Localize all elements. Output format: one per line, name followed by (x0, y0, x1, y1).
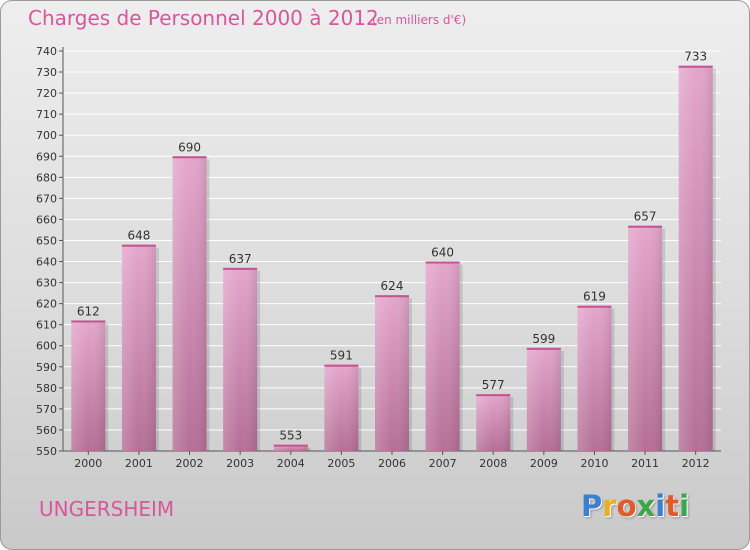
bar-shading (628, 225, 663, 451)
y-tick-label: 560 (36, 424, 57, 437)
y-tick-label: 700 (36, 129, 57, 142)
y-tick-label: 580 (36, 382, 57, 395)
y-tick-label: 600 (36, 340, 57, 353)
chart-title: Charges de Personnel 2000 à 2012 (28, 6, 379, 30)
y-tick-label: 640 (36, 256, 57, 269)
data-label-2001: 648 (127, 229, 150, 243)
bar-top-edge (121, 244, 156, 247)
x-tick-label-2000: 2000 (74, 457, 102, 470)
data-label-2002: 690 (178, 140, 201, 154)
bar-shading (678, 65, 713, 451)
logo-letter: P (581, 489, 603, 523)
data-label-2011: 657 (634, 210, 657, 224)
logo-letter: o (616, 489, 637, 523)
x-tick-label-2011: 2011 (631, 457, 659, 470)
bar-top-edge (223, 267, 258, 270)
x-tick-label-2012: 2012 (682, 457, 710, 470)
y-tick-label: 710 (36, 108, 57, 121)
data-label-2008: 577 (482, 378, 505, 392)
bar-top-edge (577, 305, 612, 308)
x-tick-label-2006: 2006 (378, 457, 406, 470)
x-tick-label-2002: 2002 (176, 457, 204, 470)
bar-top-edge (273, 444, 308, 447)
bar-top-edge (324, 364, 359, 367)
logo-letter: t (665, 489, 680, 523)
chart-subtitle: (en milliers d'€) (372, 13, 467, 27)
x-tick-label-2009: 2009 (530, 457, 558, 470)
y-tick-label: 680 (36, 171, 57, 184)
x-tick-label-2001: 2001 (125, 457, 153, 470)
logo-letter: i (655, 489, 666, 523)
y-tick-label: 550 (36, 445, 57, 458)
data-label-2000: 612 (77, 304, 100, 318)
bar-shading (375, 295, 409, 451)
data-label-2003: 637 (229, 252, 252, 266)
logo-letter: r (602, 489, 617, 523)
data-label-2009: 599 (532, 332, 555, 346)
bar-shading (526, 347, 561, 451)
y-tick-label: 630 (36, 277, 57, 290)
x-tick-label-2008: 2008 (479, 457, 507, 470)
y-tick-label: 720 (36, 87, 57, 100)
bar-shading (71, 320, 106, 451)
x-tick-label-2003: 2003 (226, 457, 254, 470)
y-tick-label: 610 (36, 319, 57, 332)
proxiti-logo[interactable]: Proxiti (581, 489, 689, 523)
y-tick-label: 650 (36, 234, 57, 247)
data-label-2007: 640 (431, 246, 454, 260)
data-labels: 612 648 690 637 553 591 624 640 577 599 619 657 733 (77, 50, 707, 443)
logo-letter: i (679, 489, 690, 523)
x-tick-label-2007: 2007 (429, 457, 457, 470)
y-tick-label: 740 (36, 45, 57, 58)
bar-shading (577, 305, 612, 451)
data-label-2006: 624 (381, 279, 404, 293)
bar-shading (223, 267, 258, 451)
y-tick-label: 660 (36, 213, 57, 226)
bar-top-edge (71, 320, 106, 323)
y-tick-label: 570 (36, 403, 57, 416)
bar-shading (273, 444, 308, 451)
bar-top-edge (526, 347, 561, 350)
bar-top-edge (628, 225, 663, 228)
bar-shading (324, 364, 359, 451)
bar-top-edge (476, 394, 511, 397)
bars (71, 65, 716, 451)
bar-top-edge (678, 65, 713, 68)
bar-top-edge (425, 261, 460, 264)
bar-shading (425, 261, 460, 451)
data-label-2004: 553 (279, 429, 302, 443)
bar-shading (121, 244, 156, 451)
y-tick-label: 620 (36, 298, 57, 311)
y-tick-label: 690 (36, 150, 57, 163)
data-label-2012: 733 (684, 50, 707, 64)
x-tick-label-2005: 2005 (327, 457, 355, 470)
bar-top-edge (375, 295, 409, 298)
bar-shading (172, 156, 207, 451)
axes: 550 560 570 580 590 600 610 620 630 640 650 660 670 6… (36, 45, 721, 470)
y-tick-label: 730 (36, 66, 57, 79)
town-name: UNGERSHEIM (39, 497, 175, 521)
data-label-2005: 591 (330, 349, 353, 363)
bar-shading (476, 394, 511, 451)
logo-letter: x (636, 489, 656, 523)
bar-top-edge (172, 156, 207, 159)
y-tick-label: 590 (36, 361, 57, 374)
data-label-2010: 619 (583, 290, 606, 304)
x-tick-label-2004: 2004 (277, 457, 305, 470)
y-tick-label: 670 (36, 192, 57, 205)
x-tick-label-2010: 2010 (580, 457, 608, 470)
